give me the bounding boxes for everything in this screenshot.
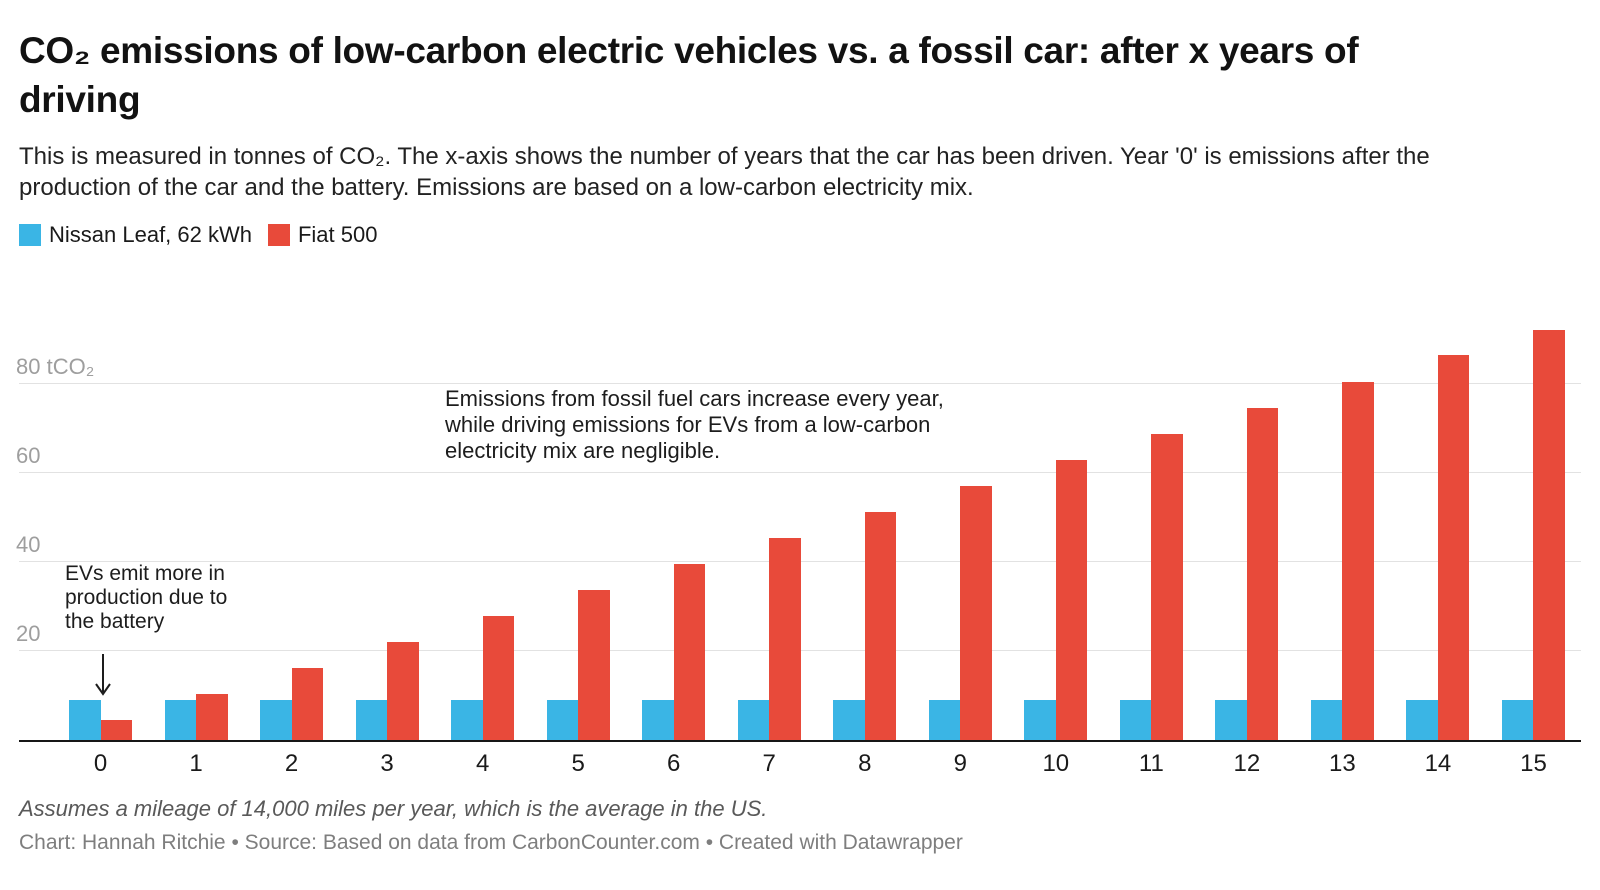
x-axis-tick-10: 10 [1042, 750, 1070, 777]
bar-group-year-13: 13 [1310, 298, 1374, 777]
bar-fiat-500-year-10[interactable] [1055, 459, 1088, 740]
bar-group-year-10: 10 [1024, 298, 1088, 777]
legend-label-nissan-leaf: Nissan Leaf, 62 kWh [49, 221, 252, 247]
x-axis-tick-14: 14 [1424, 750, 1452, 777]
gridline-60 [19, 471, 1581, 473]
gridline-80 [19, 382, 1581, 384]
x-axis-tick-13: 13 [1329, 750, 1356, 777]
bar-group-year-5: 5 [546, 298, 610, 777]
bar-group-year-3: 3 [355, 298, 419, 777]
bar-group-year-2: 2 [260, 298, 324, 777]
x-axis-tick-12: 12 [1233, 750, 1261, 777]
bar-nissan-leaf-62-kwh-year-3[interactable] [355, 700, 388, 740]
bar-nissan-leaf-62-kwh-year-9[interactable] [928, 700, 961, 740]
x-axis-tick-0: 0 [93, 750, 108, 777]
chart-description: This is measured in tonnes of CO₂. The x… [19, 143, 1430, 201]
bar-fiat-500-year-2[interactable] [291, 668, 324, 740]
legend-item-fiat-500[interactable]: Fiat 500 [267, 221, 378, 248]
bar-fiat-500-year-8[interactable] [864, 511, 897, 740]
down-arrow-icon [95, 654, 111, 696]
bar-group-year-1: 1 [164, 298, 228, 777]
bar-fiat-500-year-6[interactable] [673, 563, 706, 740]
legend-label-fiat-500: Fiat 500 [297, 221, 378, 247]
bar-fiat-500-year-15[interactable] [1533, 329, 1565, 740]
bar-nissan-leaf-62-kwh-year-11[interactable] [1119, 700, 1152, 740]
legend: Nissan Leaf, 62 kWh Fiat 500 [19, 221, 1581, 248]
legend-swatch-fiat-500 [267, 223, 290, 246]
annotation-ev-production: EVs emit more in production due to the b… [65, 562, 228, 633]
x-axis-tick-2: 2 [284, 750, 299, 777]
x-axis-tick-15: 15 [1520, 750, 1547, 777]
bar-group-year-8: 8 [833, 298, 897, 777]
chart-area: 20 40 60 80 tCO₂ 0 1 2 3 4 5 6 7 8 9 10 11 12 13 14 15 Emi… [16, 298, 1581, 777]
bar-fiat-500-year-4[interactable] [482, 615, 515, 740]
y-axis-tick-20: 20 [16, 620, 41, 646]
x-axis-tick-3: 3 [380, 750, 394, 777]
bar-fiat-500-year-9[interactable] [960, 485, 992, 740]
bar-nissan-leaf-62-kwh-year-14[interactable] [1406, 700, 1438, 740]
legend-swatch-nissan-leaf [19, 223, 41, 246]
bar-nissan-leaf-62-kwh-year-5[interactable] [546, 700, 579, 740]
chart-credit-line: Chart: Hannah Ritchie • Source: Based on… [19, 831, 963, 854]
y-axis-tick-40: 40 [16, 531, 41, 557]
bar-group-year-6: 6 [642, 298, 706, 777]
bar-nissan-leaf-62-kwh-year-6[interactable] [642, 700, 674, 740]
bar-nissan-leaf-62-kwh-year-1[interactable] [164, 700, 197, 740]
bar-group-year-11: 11 [1119, 298, 1183, 777]
x-axis-tick-5: 5 [571, 750, 585, 777]
legend-item-nissan-leaf[interactable]: Nissan Leaf, 62 kWh [19, 222, 252, 248]
plot-area: 20 40 60 80 tCO₂ 0 1 2 3 4 5 6 7 8 9 10 11 12 13 14 15 Emi… [16, 298, 1581, 777]
chart-title: CO₂ emissions of low-carbon electric veh… [19, 30, 1359, 120]
bar-group-year-4: 4 [451, 298, 515, 777]
bar-group-year-0: 0 [69, 298, 132, 777]
x-axis-tick-8: 8 [858, 750, 872, 777]
bar-nissan-leaf-62-kwh-year-13[interactable] [1310, 700, 1343, 740]
y-axis-tick-80: 80 tCO₂ [16, 353, 95, 379]
bar-fiat-500-year-13[interactable] [1342, 381, 1374, 740]
bar-group-year-14: 14 [1406, 298, 1470, 777]
x-axis-tick-6: 6 [667, 750, 681, 777]
bar-nissan-leaf-62-kwh-year-0[interactable] [69, 700, 101, 740]
bar-nissan-leaf-62-kwh-year-15[interactable] [1501, 700, 1534, 740]
bar-groups: 0 1 2 3 4 5 6 7 8 9 10 11 12 13 14 15 [19, 298, 1581, 777]
x-axis-tick-9: 9 [953, 750, 967, 777]
bar-group-year-12: 12 [1215, 298, 1279, 777]
bar-nissan-leaf-62-kwh-year-2[interactable] [260, 700, 292, 740]
x-axis-tick-7: 7 [762, 750, 776, 777]
bar-nissan-leaf-62-kwh-year-10[interactable] [1024, 700, 1056, 740]
bar-nissan-leaf-62-kwh-year-12[interactable] [1215, 700, 1247, 740]
bar-fiat-500-year-7[interactable] [769, 537, 801, 740]
bar-nissan-leaf-62-kwh-year-7[interactable] [737, 700, 770, 740]
annotation-fossil-increase: Emissions from fossil fuel cars increase… [445, 386, 944, 463]
bar-fiat-500-year-3[interactable] [387, 642, 419, 740]
chart-footnote: Assumes a mileage of 14,000 miles per ye… [19, 796, 768, 821]
y-axis-tick-60: 60 [16, 442, 41, 468]
bar-fiat-500-year-0[interactable] [100, 720, 132, 740]
bar-fiat-500-year-1[interactable] [196, 694, 228, 740]
bar-group-year-15: 15 [1501, 298, 1565, 777]
x-axis-tick-11: 11 [1138, 750, 1164, 777]
bar-fiat-500-year-11[interactable] [1151, 433, 1183, 740]
bar-nissan-leaf-62-kwh-year-8[interactable] [833, 700, 865, 740]
bar-nissan-leaf-62-kwh-year-4[interactable] [451, 700, 483, 740]
bar-group-year-7: 7 [737, 298, 801, 777]
x-axis-tick-1: 1 [189, 750, 203, 777]
bar-fiat-500-year-12[interactable] [1246, 407, 1279, 740]
bar-group-year-9: 9 [928, 298, 992, 777]
bar-fiat-500-year-14[interactable] [1437, 355, 1470, 740]
bar-fiat-500-year-5[interactable] [578, 590, 610, 740]
x-axis-tick-4: 4 [475, 750, 490, 777]
